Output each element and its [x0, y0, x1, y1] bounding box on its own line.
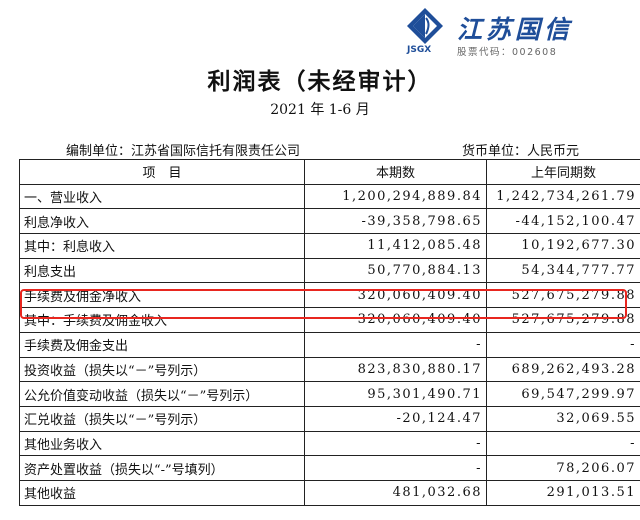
- row-label: 公允价值变动收益（损失以“－”号列示）: [19, 381, 305, 407]
- table-row: 利息支出 50,770,884.13 54,344,777.77: [19, 257, 640, 284]
- highlight-box: [20, 289, 627, 319]
- row-label: 其中：利息收入: [19, 233, 305, 259]
- row-label: 利息净收入: [19, 208, 305, 235]
- header-current-period: 本期数: [304, 159, 487, 185]
- current-period-value: -20,124.47: [304, 405, 487, 432]
- current-period-value: -39,358,798.65: [304, 208, 487, 235]
- current-period-value: -: [304, 430, 487, 457]
- current-period-value: 1,200,294,889.84: [304, 183, 487, 210]
- table-row: 手续费及佣金支出 - -: [19, 331, 640, 358]
- prior-period-value: -: [486, 331, 640, 358]
- company-logo: 江苏国信 JSGX 股票代码：002608: [405, 6, 635, 58]
- table-row: 手续费及佣金净收入 320,060,409.40 527,675,279.88: [19, 282, 640, 309]
- current-period-value: 50,770,884.13: [304, 257, 487, 284]
- table-header-row: 项 目 本期数 上年同期数: [19, 159, 640, 185]
- table-row: 汇兑收益（损失以“－”号列示） -20,124.47 32,069.55: [19, 405, 640, 432]
- prior-period-value: 291,013.51: [486, 479, 640, 506]
- current-period-value: 481,032.68: [304, 479, 487, 506]
- table-row: 投资收益（损失以“－”号列示） 823,830,880.17 689,262,493…: [19, 356, 640, 383]
- current-period-value: -: [304, 331, 487, 358]
- prior-period-value: -44,152,100.47: [486, 208, 640, 235]
- table-row: 其中：利息收入 11,412,085.48 10,192,677.30: [19, 233, 640, 259]
- prior-period-value: 54,344,777.77: [486, 257, 640, 284]
- table-row: 其他收益 481,032.68 291,013.51: [19, 479, 640, 506]
- jsgx-logo-icon: [407, 8, 443, 44]
- report-period: 2021 年 1-6 月: [270, 102, 370, 118]
- row-label: 汇兑收益（损失以“－”号列示）: [19, 405, 305, 432]
- stock-code: 股票代码：002608: [457, 47, 558, 58]
- current-period-value: 95,301,490.71: [304, 381, 487, 407]
- table-row: 公允价值变动收益（损失以“－”号列示） 95,301,490.71 69,547,2…: [19, 381, 640, 407]
- row-label: 利息支出: [19, 257, 305, 284]
- table-row: 其他业务收入 - -: [19, 430, 640, 457]
- row-label: 其他收益: [19, 479, 305, 506]
- prior-period-value: 10,192,677.30: [486, 233, 640, 259]
- table-row: 资产处置收益（损失以“-”号填列） -78,206.07: [19, 455, 640, 481]
- row-label: 资产处置收益（损失以“-”号填列）: [19, 455, 305, 481]
- logo-abbr: JSGX: [407, 45, 432, 55]
- current-period-value: -: [304, 455, 487, 481]
- row-label: 其中：手续费及佣金收入: [19, 307, 305, 333]
- page-title: 利润表（未经审计）: [207, 69, 433, 95]
- row-label: 其他业务收入: [19, 430, 305, 457]
- prior-period-value: 527,675,279.88: [486, 307, 640, 333]
- header-prior-period: 上年同期数: [486, 159, 640, 185]
- prior-period-value: -: [486, 430, 640, 457]
- table-row: 利息净收入 -39,358,798.65 -44,152,100.47: [19, 208, 640, 235]
- current-period-value: 11,412,085.48: [304, 233, 487, 259]
- prior-period-value: 69,547,299.97: [486, 381, 640, 407]
- preparing-unit: 编制单位：江苏省国际信托有限责任公司: [66, 144, 301, 159]
- current-period-value: 320,060,409.40: [304, 282, 487, 309]
- header-item: 项 目: [19, 159, 305, 185]
- prior-period-value: 1,242,734,261.79: [486, 183, 640, 210]
- current-period-value: 823,830,880.17: [304, 356, 487, 383]
- row-label: 投资收益（损失以“－”号列示）: [19, 356, 305, 383]
- row-label: 一、营业收入: [19, 183, 305, 210]
- prior-period-value: 689,262,493.28: [486, 356, 640, 383]
- currency-unit: 货币单位：人民币元: [462, 144, 580, 159]
- logo-brand-name: 江苏国信: [457, 15, 574, 44]
- row-label: 手续费及佣金支出: [19, 331, 305, 358]
- prior-period-value: 32,069.55: [486, 405, 640, 432]
- income-statement-table: 项 目 本期数 上年同期数 一、营业收入 1,200,294,889.84 1,24…: [19, 159, 640, 506]
- prior-period-value: 78,206.07: [486, 455, 640, 481]
- table-row: 一、营业收入 1,200,294,889.84 1,242,734,261.79: [19, 183, 640, 210]
